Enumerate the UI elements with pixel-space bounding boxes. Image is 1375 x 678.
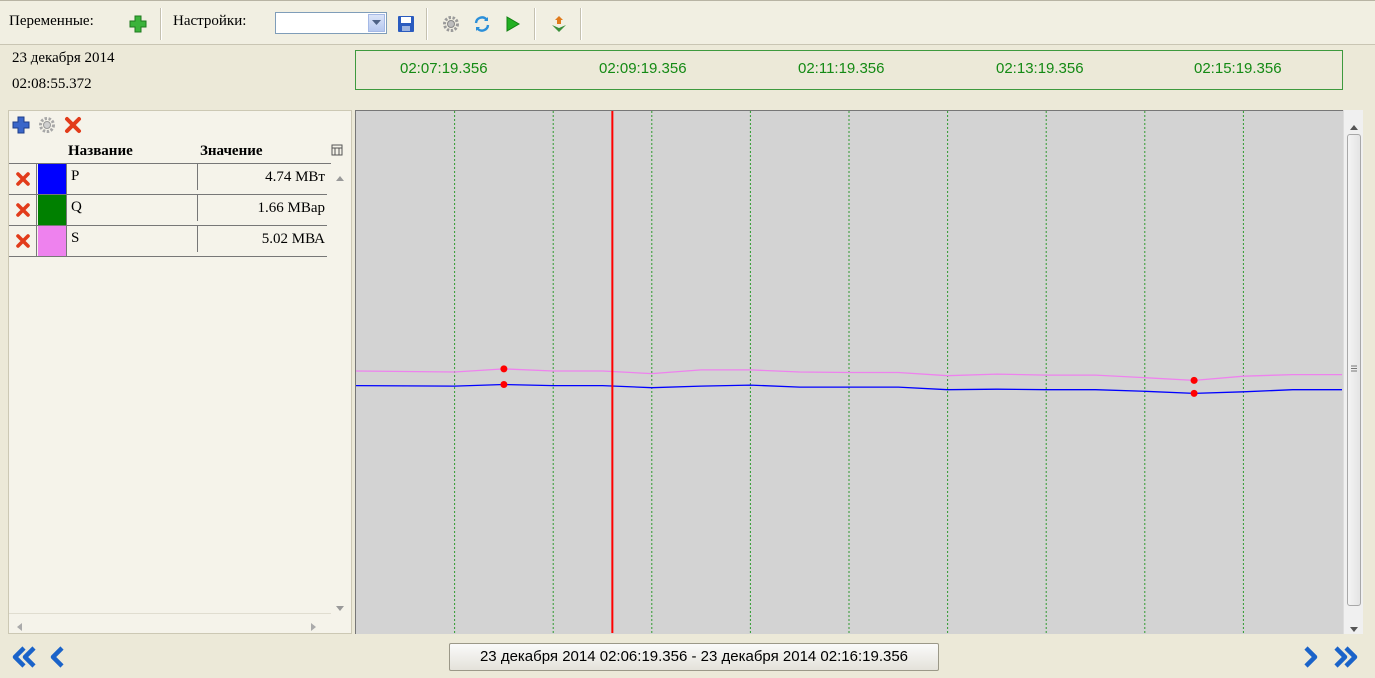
data-point-marker (500, 381, 508, 389)
variables-horizontal-scrollbar[interactable] (9, 613, 331, 632)
remove-row-close-icon[interactable] (9, 164, 37, 194)
toolbar-separator (160, 8, 162, 40)
current-time: 02:08:55.372 (12, 76, 92, 92)
remove-row-close-icon[interactable] (9, 226, 37, 256)
data-point-marker (1190, 389, 1198, 397)
series-color-swatch[interactable] (38, 195, 67, 225)
dropdown-arrow-icon[interactable] (368, 14, 385, 32)
delete-variable-close-icon[interactable] (63, 115, 83, 135)
trend-chart (355, 111, 1342, 633)
plot-vertical-scrollbar[interactable] (1343, 110, 1363, 634)
series-line-P (355, 383, 1342, 395)
toolbar-separator (534, 8, 536, 40)
time-tick-label: 02:11:19.356 (798, 60, 885, 77)
variables-table-header: Название Значение (9, 141, 343, 164)
variable-name: Q (71, 199, 82, 215)
toolbar-separator (580, 8, 582, 40)
series-color-swatch[interactable] (38, 164, 67, 194)
scroll-down-arrow-icon[interactable] (1350, 620, 1358, 637)
navigation-bar: 23 декабря 2014 02:06:19.356 - 23 декабр… (0, 636, 1375, 678)
add-variable-plus-icon[interactable] (11, 115, 31, 135)
time-tick-label: 02:13:19.356 (996, 60, 1084, 77)
data-point-marker (1190, 376, 1198, 384)
time-axis: 02:07:19.356 02:09:19.356 02:11:19.356 0… (355, 50, 1343, 90)
time-tick-label: 02:15:19.356 (1194, 60, 1282, 77)
play-icon[interactable] (502, 14, 522, 34)
data-point-marker (500, 365, 508, 373)
current-date: 23 декабря 2014 (12, 50, 115, 66)
column-header-value[interactable]: Значение (200, 143, 263, 159)
toolbar-separator (426, 8, 428, 40)
previous-chevron-left-icon[interactable] (42, 642, 74, 672)
go-to-start-double-chevron-left-icon[interactable] (8, 642, 40, 672)
variable-value: 1.66 МВар (197, 195, 327, 221)
scroll-left-arrow-icon[interactable] (17, 619, 22, 636)
settings-select[interactable] (275, 12, 387, 34)
scrollbar-thumb[interactable] (1347, 134, 1361, 606)
variable-settings-gear-icon[interactable] (37, 115, 57, 135)
gear-icon[interactable] (441, 14, 461, 34)
variable-name: S (71, 230, 80, 246)
main-toolbar: Переменные: Настройки: (0, 0, 1375, 45)
variable-value: 5.02 МВА (197, 226, 327, 252)
export-icon[interactable] (549, 14, 569, 34)
variable-name: P (71, 168, 80, 184)
add-variable-plus-icon[interactable] (128, 14, 148, 34)
save-icon[interactable] (396, 14, 416, 34)
variables-vertical-scrollbar[interactable] (331, 163, 349, 613)
table-row[interactable]: Q 1.66 МВар (9, 195, 327, 226)
column-chooser-icon[interactable] (331, 144, 343, 161)
variables-panel: Название Значение P 4.74 МВт Q 1.66 МВар (8, 110, 352, 634)
variable-value: 4.74 МВт (197, 164, 327, 190)
scroll-up-arrow-icon[interactable] (336, 169, 344, 186)
trend-plot-area[interactable] (355, 110, 1343, 634)
time-tick-label: 02:07:19.356 (400, 60, 488, 77)
table-row[interactable]: P 4.74 МВт (9, 164, 327, 195)
settings-label: Настройки: (173, 13, 247, 29)
refresh-icon[interactable] (472, 14, 492, 34)
scroll-down-arrow-icon[interactable] (336, 599, 344, 616)
time-range-button[interactable]: 23 декабря 2014 02:06:19.356 - 23 декабр… (449, 643, 939, 671)
column-header-name[interactable]: Название (68, 143, 133, 159)
series-line-S (355, 368, 1342, 382)
remove-row-close-icon[interactable] (9, 195, 37, 225)
variables-label: Переменные: (9, 13, 94, 29)
series-color-swatch[interactable] (38, 226, 67, 256)
current-date-panel: 23 декабря 2014 02:08:55.372 (0, 46, 352, 104)
next-chevron-right-icon[interactable] (1294, 642, 1326, 672)
table-row[interactable]: S 5.02 МВА (9, 226, 327, 257)
scroll-up-arrow-icon[interactable] (1350, 118, 1358, 135)
scroll-right-arrow-icon[interactable] (311, 619, 316, 636)
time-tick-label: 02:09:19.356 (599, 60, 687, 77)
go-to-end-double-chevron-right-icon[interactable] (1330, 642, 1362, 672)
